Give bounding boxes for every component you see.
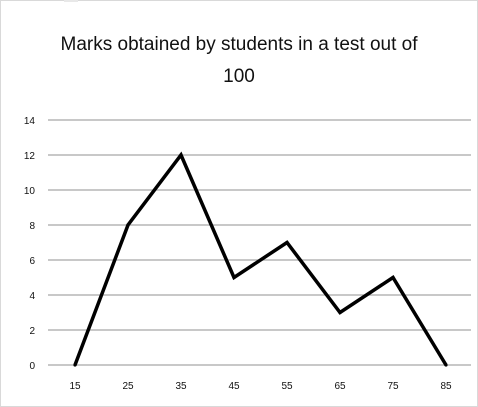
x-tick-label: 85 [440,381,452,392]
data-point-25 [126,223,130,227]
x-tick-label: 65 [334,381,346,392]
y-tick-label: 4 [29,291,35,302]
y-tick-label: 10 [24,186,36,197]
y-tick-label: 12 [24,151,36,162]
data-point-85 [444,363,448,367]
series-line [73,151,448,366]
x-tick-label: 15 [69,381,81,392]
y-tick-label: 0 [29,361,35,372]
x-tick-label: 25 [122,381,134,392]
x-tick-label: 55 [281,381,293,392]
x-tick-label: 35 [175,381,187,392]
data-point-65 [338,310,342,315]
y-tick-label: 2 [29,326,35,337]
x-tick-label: 45 [228,381,240,392]
data-point-55 [285,240,289,245]
data-point-15 [73,363,77,367]
x-tick-label: 75 [387,381,399,392]
data-point-45 [232,275,236,280]
y-tick-label: 14 [24,116,36,127]
frame-tab-mark [64,0,78,2]
y-tick-label: 6 [29,256,35,267]
data-point-35 [179,153,183,157]
chart-title-line-2: 100 [223,66,255,87]
chart-title-line-1: Marks obtained by students in a test out… [60,34,418,55]
y-tick-label: 8 [29,221,35,232]
data-point-75 [391,275,395,280]
